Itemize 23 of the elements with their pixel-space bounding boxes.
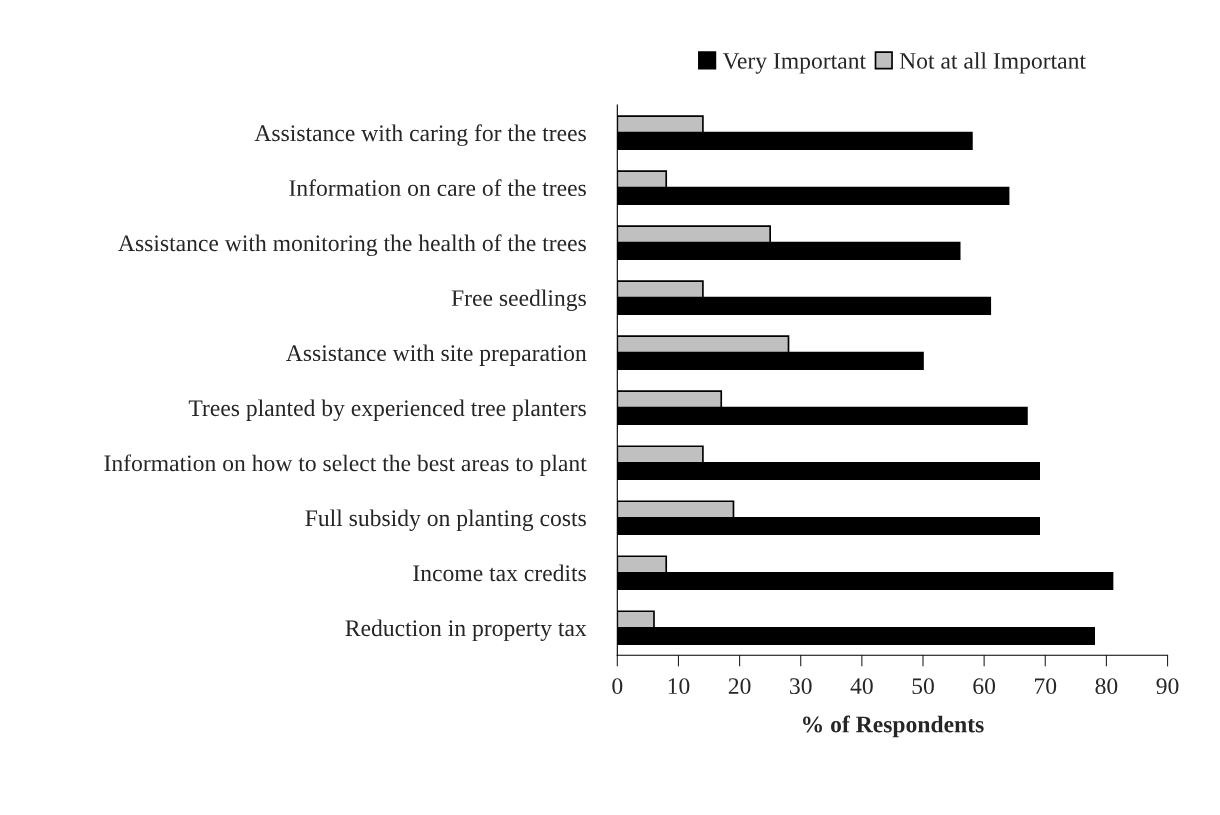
x-tick-label: 30 xyxy=(790,678,812,695)
x-tick-label: 0 xyxy=(612,678,623,695)
legend-label: Not at all Important xyxy=(899,52,1086,74)
x-tick-label: 90 xyxy=(1156,678,1179,695)
legend-label: Very Important xyxy=(722,53,866,74)
x-tick-label: 60 xyxy=(973,678,996,695)
y-tick-label: Free seedlings xyxy=(451,289,586,311)
y-tick-label: Trees planted by experienced tree planters xyxy=(188,399,586,421)
y-tick-label: Full subsidy on planting costs xyxy=(305,509,586,532)
x-tick-label: 20 xyxy=(728,678,751,695)
x-tick-label: 70 xyxy=(1035,678,1057,695)
x-axis-title: % of Respondents xyxy=(803,715,984,738)
y-tick-label: Information on how to select the best areas to plant xyxy=(104,454,587,477)
y-tick-label: Assistance with caring for the trees xyxy=(254,124,586,147)
y-tick-label: Assistance with monitoring the health of the trees xyxy=(118,234,586,257)
x-tick-label: 10 xyxy=(668,678,690,695)
y-tick-label: Information on care of the trees xyxy=(289,179,586,197)
x-tick-label: 80 xyxy=(1095,678,1118,695)
y-tick-label: Assistance with site preparation xyxy=(286,344,587,366)
x-tick-label: 40 xyxy=(850,678,873,695)
x-tick-label: 50 xyxy=(912,678,934,695)
y-tick-label: Reduction in property tax xyxy=(345,619,587,642)
y-tick-label: Income tax credits xyxy=(413,564,586,582)
